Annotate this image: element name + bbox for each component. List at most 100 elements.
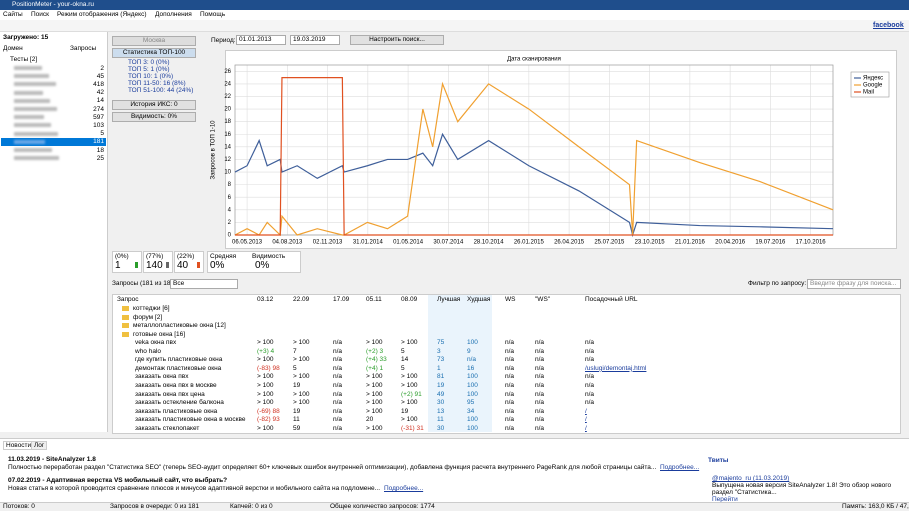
query-group[interactable]: коттеджи [6] [133, 305, 170, 312]
stats-button[interactable]: Статистика ТОП-100 [112, 48, 196, 58]
site-count[interactable]: 181 [93, 138, 104, 146]
site-count[interactable]: 103 [93, 121, 104, 129]
y-tick-label: 24 [224, 81, 231, 87]
x-tick-label: 06.05.2013 [232, 240, 263, 246]
menu-item[interactable]: Дополнения [155, 11, 192, 18]
stats-line[interactable]: ТОП 10: 1 (0%) [128, 73, 174, 80]
tweet-author[interactable]: @majento_ru (11.03.2019) [712, 475, 790, 482]
query-cell[interactable]: n/a [585, 399, 595, 407]
site-count[interactable]: 14 [96, 97, 104, 105]
news-more[interactable]: Подробнее... [660, 464, 700, 471]
column-header[interactable]: Запрос [117, 296, 139, 303]
query-cell: n/a [333, 382, 343, 389]
plot-border [234, 64, 834, 236]
query-cell: 9 [467, 347, 471, 355]
site-count[interactable]: 5 [100, 130, 104, 138]
column-header[interactable]: Лучшая [437, 296, 461, 303]
search-settings[interactable]: Настроить поиск... [350, 35, 444, 45]
query-cell: 81 [437, 373, 445, 381]
site-count[interactable]: 274 [93, 105, 104, 113]
site-name-blurred [14, 123, 51, 128]
tweets-title[interactable]: Твиты [708, 457, 729, 464]
query-cell[interactable]: n/a [585, 390, 595, 398]
site-count[interactable]: 42 [96, 89, 104, 97]
query-cell[interactable]: n/a [585, 339, 595, 346]
site-count[interactable]: 45 [96, 72, 104, 80]
query-cell: > 100 [401, 382, 418, 389]
query-cell[interactable]: /uslugi/demontaj.html [585, 364, 647, 372]
stats-line[interactable]: ТОП 3: 0 (0%) [128, 59, 170, 66]
query-cell: 75 [437, 339, 445, 346]
visibility-label: Видимость [252, 253, 286, 260]
region-select[interactable]: Москва [112, 36, 196, 46]
column-header[interactable]: 03.12 [257, 296, 274, 303]
query-cell: 5 [401, 364, 405, 372]
query-cell[interactable]: n/a [585, 356, 595, 364]
news-tab[interactable]: Новости [3, 441, 35, 450]
average-value: 0% [210, 260, 225, 271]
site-count[interactable]: 2 [100, 64, 104, 72]
facebook-link[interactable]: facebook [873, 22, 904, 29]
query-cell[interactable]: n/a [585, 382, 595, 389]
group-icon [122, 323, 129, 328]
site-count[interactable]: 418 [93, 80, 104, 88]
column-header[interactable]: 22.09 [293, 296, 310, 303]
column-header[interactable]: WS [505, 296, 516, 303]
y-tick-label: 18 [224, 119, 231, 125]
query-text: заказать стеклопакет [135, 425, 200, 432]
column-header[interactable]: Худшая [467, 296, 491, 303]
query-cell: > 100 [257, 382, 274, 389]
stats-line[interactable]: ТОП 5: 1 (0%) [128, 66, 170, 73]
column-header[interactable]: 17.09 [333, 296, 350, 303]
query-cell: (-31) 31 [401, 425, 424, 432]
query-cell: 13 [437, 407, 445, 415]
query-cell: n/a [467, 356, 477, 364]
summary-box [112, 251, 142, 273]
query-cell[interactable]: / [585, 425, 587, 432]
summary-value: 140 [146, 260, 163, 271]
query-group[interactable]: форум [2] [133, 313, 163, 321]
filter-input[interactable]: Введите фразу для поиска... [807, 279, 901, 289]
news-title: 11.03.2019 - SiteAnalyzer 1.8 [8, 456, 96, 463]
stats-line[interactable]: ТОП 51-100: 44 (24%) [128, 87, 194, 94]
x-tick-label: 04.08.2013 [272, 240, 303, 246]
query-text: заказать окна пвх в москве [135, 382, 217, 389]
column-header[interactable]: 08.09 [401, 296, 418, 303]
query-group[interactable]: готовые окна [16] [133, 330, 186, 338]
news-tab[interactable]: Лог [31, 441, 48, 450]
query-cell[interactable]: / [585, 407, 587, 415]
site-group[interactable]: Тесты [2] [10, 56, 38, 63]
query-cell: 34 [467, 407, 475, 415]
menu-item[interactable]: Сайты [3, 11, 23, 18]
site-count[interactable]: 597 [93, 113, 104, 121]
column-header[interactable]: "WS" [535, 296, 551, 303]
query-cell[interactable]: n/a [585, 347, 595, 355]
queries-filter-select[interactable]: Все [170, 279, 238, 289]
query-cell: n/a [333, 347, 343, 355]
query-cell: n/a [505, 390, 515, 398]
site-count[interactable]: 18 [96, 146, 104, 154]
query-group[interactable]: металлопластиковые окна [12] [133, 322, 226, 329]
query-cell: 19 [293, 382, 301, 389]
menu-item[interactable]: Поиск [31, 11, 50, 18]
column-header[interactable]: 05.11 [366, 296, 382, 303]
query-cell: n/a [333, 339, 343, 346]
stats-line[interactable]: ТОП 11-50: 16 (8%) [128, 80, 186, 87]
x-tick-label: 28.10.2014 [474, 240, 505, 246]
date-to[interactable]: 19.03.2019 [290, 35, 340, 45]
query-cell: n/a [505, 339, 515, 346]
news-more[interactable]: Подробнее... [384, 485, 424, 492]
site-count[interactable]: 25 [96, 154, 104, 162]
tweet-more[interactable]: Перейти [712, 496, 738, 503]
visibility-button[interactable]: Видимость: 0% [112, 112, 196, 122]
date-from[interactable]: 01.01.2013 [236, 35, 286, 45]
iks-button[interactable]: История ИКС: 0 [112, 100, 196, 110]
menu-item[interactable]: Режим отображения (Яндекс) [57, 11, 147, 18]
query-cell: > 100 [366, 382, 383, 389]
query-cell[interactable]: / [585, 416, 587, 424]
column-header[interactable]: Посадочный URL [585, 296, 638, 303]
query-cell[interactable]: n/a [585, 373, 595, 381]
menu-item[interactable]: Помощь [200, 11, 226, 18]
query-cell: > 100 [366, 407, 383, 415]
